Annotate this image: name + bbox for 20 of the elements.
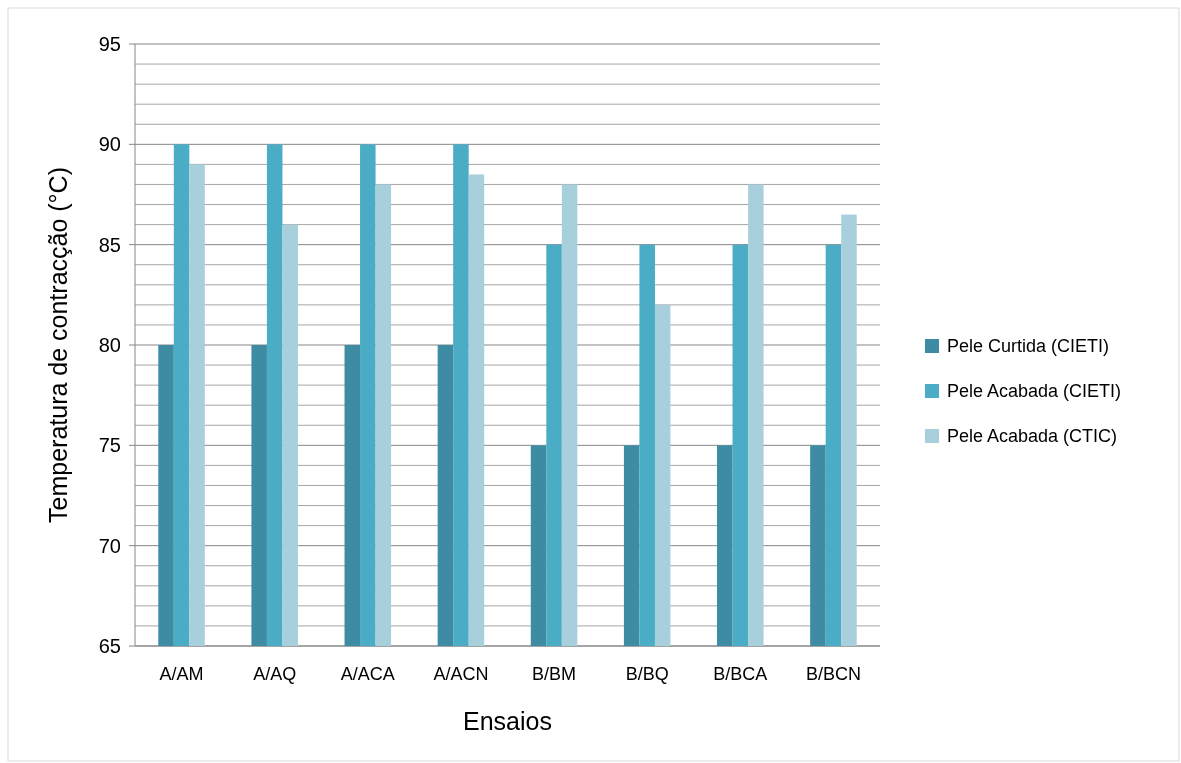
y-axis-title: Temperatura de contracção (°C) [44,167,72,523]
y-tick-label: 80 [98,334,121,356]
x-tick-label: A/ACN [433,664,489,684]
x-axis-title: Ensaios [463,707,552,735]
legend-label: Pele Acabada (CTIC) [947,426,1118,447]
y-tick-label: 70 [98,534,121,557]
y-tick-label: 85 [98,233,121,256]
x-tick-label: A/AM [159,664,204,684]
x-tick-label: B/BM [532,664,577,684]
y-tick-label: 90 [98,133,121,156]
y-tick-label: 95 [98,33,121,55]
x-tick-label: B/BCA [713,664,768,684]
x-tick-label: A/ACA [340,664,395,684]
x-tick-label: B/BQ [625,664,669,684]
y-tick-label: 65 [98,635,121,657]
legend-label: Pele Acabada (CIETI) [947,381,1122,402]
x-tick-label: A/AQ [253,664,297,684]
x-tick-label: B/BCN [805,664,861,684]
legend-label: Pele Curtida (CIETI) [947,336,1110,357]
y-tick-label: 75 [98,434,121,457]
